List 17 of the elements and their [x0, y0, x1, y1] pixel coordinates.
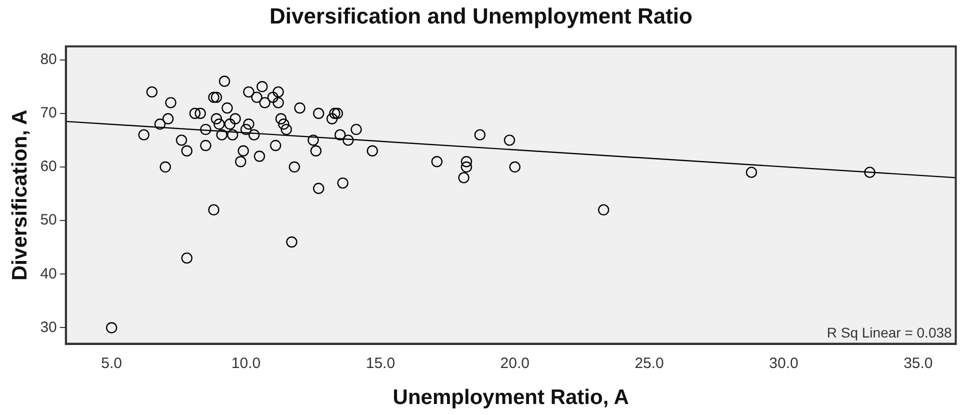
x-tick-label: 15.0	[366, 354, 396, 372]
x-axis-title: Unemployment Ratio, A	[392, 386, 629, 410]
annotation: R Sq Linear = 0.038	[826, 324, 952, 341]
y-tick-label: 50	[40, 212, 57, 229]
chart-title: Diversification and Unemployment Ratio	[270, 3, 692, 28]
x-tick-label: 30.0	[769, 354, 798, 372]
x-tick-label: 25.0	[634, 354, 664, 372]
x-tick-label: 5.0	[101, 354, 122, 372]
y-tick-label: 40	[40, 265, 57, 282]
y-tick-label: 70	[40, 104, 57, 122]
y-tick-label: 60	[40, 158, 57, 176]
x-tick-label: 10.0	[231, 354, 261, 372]
y-axis-title: Diversification, A	[8, 110, 32, 280]
x-tick-label: 20.0	[500, 354, 530, 372]
y-tick-label: 80	[40, 50, 57, 68]
x-tick-label: 35.0	[904, 354, 933, 372]
y-tick-label: 30	[40, 318, 57, 336]
